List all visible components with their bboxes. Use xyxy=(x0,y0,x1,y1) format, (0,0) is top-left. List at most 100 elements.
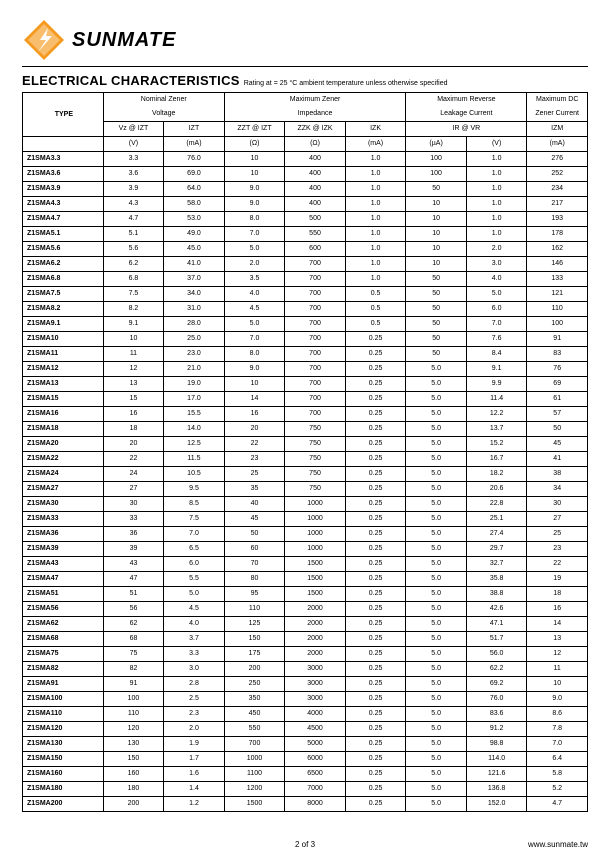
data-cell: 1.0 xyxy=(466,197,527,212)
data-cell: 1000 xyxy=(285,527,346,542)
unit-header: (mA) xyxy=(345,137,406,152)
data-cell: 0.25 xyxy=(345,767,406,782)
data-cell: 5.0 xyxy=(406,512,467,527)
data-cell: 39 xyxy=(103,542,164,557)
data-cell: 5.0 xyxy=(224,317,285,332)
data-cell: 200 xyxy=(103,797,164,812)
data-cell: 3.9 xyxy=(103,182,164,197)
data-cell: 250 xyxy=(224,677,285,692)
data-cell: 0.25 xyxy=(345,692,406,707)
data-cell: 3.3 xyxy=(164,647,225,662)
data-cell: 0.25 xyxy=(345,482,406,497)
data-cell: 50 xyxy=(224,527,285,542)
data-cell: 11 xyxy=(527,662,588,677)
type-cell: Z1SMA20 xyxy=(23,437,104,452)
data-cell: 14.0 xyxy=(164,422,225,437)
data-cell: 8.2 xyxy=(103,302,164,317)
data-cell: 83.6 xyxy=(466,707,527,722)
data-cell: 110 xyxy=(103,707,164,722)
data-cell: 16 xyxy=(103,407,164,422)
data-cell: 45 xyxy=(527,437,588,452)
data-cell: 133 xyxy=(527,272,588,287)
data-cell: 2.0 xyxy=(164,722,225,737)
table-row: Z1SMA30308.54010000.255.022.830 xyxy=(23,497,588,512)
data-cell: 22 xyxy=(224,437,285,452)
data-cell: 10.5 xyxy=(164,467,225,482)
data-cell: 1100 xyxy=(224,767,285,782)
data-cell: 15.2 xyxy=(466,437,527,452)
type-cell: Z1SMA15 xyxy=(23,392,104,407)
data-cell: 0.25 xyxy=(345,647,406,662)
data-cell: 23.0 xyxy=(164,347,225,362)
table-row: Z1SMA1101102.345040000.255.083.68.6 xyxy=(23,707,588,722)
data-cell: 700 xyxy=(285,407,346,422)
data-cell: 0.25 xyxy=(345,662,406,677)
data-cell: 83 xyxy=(527,347,588,362)
data-cell: 4.7 xyxy=(103,212,164,227)
data-cell: 9.9 xyxy=(466,377,527,392)
data-cell: 500 xyxy=(285,212,346,227)
group-header-line2: Zener Current xyxy=(527,107,588,122)
data-cell: 450 xyxy=(224,707,285,722)
type-cell: Z1SMA27 xyxy=(23,482,104,497)
data-cell: 12.2 xyxy=(466,407,527,422)
data-cell: 25 xyxy=(224,467,285,482)
table-row: Z1SMA8.28.231.04.57000.5506.0110 xyxy=(23,302,588,317)
type-cell: Z1SMA36 xyxy=(23,527,104,542)
type-cell: Z1SMA10 xyxy=(23,332,104,347)
section-title: ELECTRICAL CHARACTERISTICS xyxy=(22,73,240,88)
data-cell: 5.0 xyxy=(406,392,467,407)
data-cell: 5.0 xyxy=(164,587,225,602)
data-cell: 1.0 xyxy=(345,257,406,272)
table-row: Z1SMA33337.54510000.255.025.127 xyxy=(23,512,588,527)
data-cell: 0.25 xyxy=(345,782,406,797)
data-cell: 9.1 xyxy=(466,362,527,377)
data-cell: 69.0 xyxy=(164,167,225,182)
data-cell: 5.2 xyxy=(527,782,588,797)
data-cell: 400 xyxy=(285,197,346,212)
type-cell: Z1SMA39 xyxy=(23,542,104,557)
data-cell: 100 xyxy=(527,317,588,332)
data-cell: 0.25 xyxy=(345,602,406,617)
type-cell: Z1SMA68 xyxy=(23,632,104,647)
table-row: Z1SMA181814.0207500.255.013.750 xyxy=(23,422,588,437)
data-cell: 45 xyxy=(224,512,285,527)
data-cell: 550 xyxy=(224,722,285,737)
data-cell: 0.25 xyxy=(345,362,406,377)
table-row: Z1SMA27279.5357500.255.020.634 xyxy=(23,482,588,497)
data-cell: 1500 xyxy=(285,557,346,572)
data-cell: 10 xyxy=(224,152,285,167)
data-cell: 1.0 xyxy=(345,212,406,227)
data-cell: 5.0 xyxy=(406,467,467,482)
footer-url: www.sunmate.tw xyxy=(315,840,588,849)
data-cell: 23 xyxy=(527,542,588,557)
data-cell: 0.25 xyxy=(345,737,406,752)
data-cell: 6.2 xyxy=(103,257,164,272)
type-cell: Z1SMA47 xyxy=(23,572,104,587)
data-cell: 4.3 xyxy=(103,197,164,212)
group-header-line2: Leakage Current xyxy=(406,107,527,122)
data-cell: 100 xyxy=(103,692,164,707)
unit-header: (µA) xyxy=(406,137,467,152)
table-row: Z1SMA101025.07.07000.25507.691 xyxy=(23,332,588,347)
table-row: Z1SMA82823.020030000.255.062.211 xyxy=(23,662,588,677)
unit-header: (Ω) xyxy=(285,137,346,152)
characteristics-table: TYPENominal ZenerMaximum ZenerMaximum Re… xyxy=(22,92,588,812)
data-cell: 0.25 xyxy=(345,722,406,737)
data-cell: 20.6 xyxy=(466,482,527,497)
data-cell: 234 xyxy=(527,182,588,197)
data-cell: 6.8 xyxy=(103,272,164,287)
type-cell: Z1SMA24 xyxy=(23,467,104,482)
data-cell: 1.0 xyxy=(345,197,406,212)
data-cell: 10 xyxy=(406,197,467,212)
group-header-line2: Impedance xyxy=(224,107,406,122)
data-cell: 0.25 xyxy=(345,707,406,722)
data-cell: 5.0 xyxy=(406,362,467,377)
data-cell: 4500 xyxy=(285,722,346,737)
data-cell: 160 xyxy=(103,767,164,782)
table-row: Z1SMA51515.09515000.255.038.818 xyxy=(23,587,588,602)
data-cell: 38 xyxy=(527,467,588,482)
data-cell: 64.0 xyxy=(164,182,225,197)
data-cell: 40 xyxy=(224,497,285,512)
data-cell: 0.25 xyxy=(345,752,406,767)
